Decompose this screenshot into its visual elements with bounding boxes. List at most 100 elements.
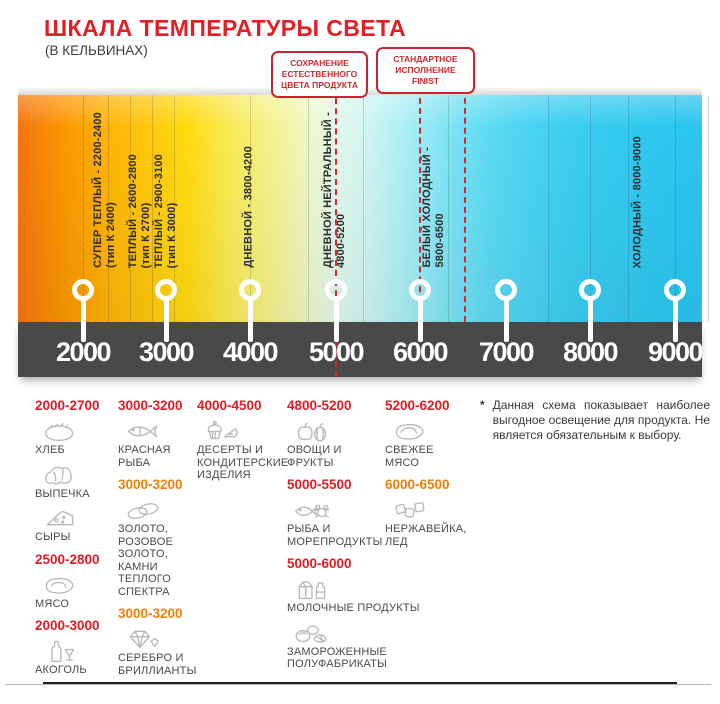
dashed-guide-line	[419, 88, 421, 322]
range-heading: 2000-2700	[35, 398, 100, 413]
fish-icon	[122, 417, 202, 444]
product-label: ЗАМОРОЖЕННЫЕ ПОЛУФАБРИКАТЫ	[287, 645, 388, 671]
product-label: КРАСНАЯ РЫБА	[118, 444, 171, 469]
product-item: МОЛОЧНЫЕ ПРОДУКТЫ	[287, 575, 419, 615]
gradient-divider	[448, 95, 449, 322]
cheese-icon	[39, 504, 117, 531]
band-label: БЕЛЫЙ ХОЛОДНЫЙ -5800-6500	[421, 147, 447, 268]
product-item: КРАСНАЯ РЫБА	[118, 417, 202, 469]
page-title: ШКАЛА ТЕМПЕРАТУРЫ СВЕТА	[44, 15, 406, 41]
product-column: 4800-5200 ОВОЩИ И ФРУКТЫ 5000-5500 РЫБА И М…	[287, 398, 419, 679]
dessert-icon	[201, 417, 287, 444]
product-item: НЕРЖАВЕЙКА, ЛЕД	[385, 496, 467, 548]
scale-marker	[155, 279, 177, 301]
product-group: 5200-6200 СВЕЖЕЕ МЯСО	[385, 398, 457, 469]
meat-icon	[39, 571, 117, 598]
product-label: МЯСО	[35, 597, 70, 610]
band-label: ДНЕВНОЙ - 3800-4200	[243, 146, 256, 268]
footnote: * Данная схема показывает наиболее выгод…	[480, 398, 710, 443]
footnote-text: Данная схема показывает наиболее выгодно…	[492, 398, 710, 442]
diamond-icon	[122, 625, 202, 652]
product-group: 4800-5200 ОВОЩИ И ФРУКТЫ	[287, 398, 386, 469]
dairy-icon	[291, 575, 386, 602]
product-item: ЗАМОРОЖЕННЫЕ ПОЛУФАБРИКАТЫ	[287, 619, 388, 671]
range-heading: 3000-3200	[118, 477, 183, 492]
range-heading: 5000-6000	[287, 556, 352, 571]
marker-stem-icon	[333, 299, 339, 342]
product-item: ВЫПЕЧКА	[35, 461, 117, 501]
product-label: АКОГОЛЬ	[35, 664, 87, 676]
pastry-icon	[39, 461, 117, 488]
scale-marker	[325, 279, 347, 301]
range-heading: 5200-6200	[385, 398, 450, 413]
gradient-divider	[675, 95, 676, 322]
ice-icon	[389, 496, 457, 523]
range-heading: 3000-3200	[118, 398, 183, 413]
product-group: 3000-3200 ЗОЛОТО, РОЗОВОЕ ЗОЛОТО, КАМНИ Т…	[118, 477, 202, 598]
gradient-divider	[363, 95, 364, 322]
product-label: ОВОЩИ И ФРУКТЫ	[287, 444, 342, 469]
product-label: СЕРЕБРО И БРИЛЛИАНТЫ	[118, 652, 197, 677]
callout-standard-finist: СТАНДАРТНОЕ ИСПОЛНЕНИЕ FINIST	[376, 47, 475, 95]
marker-stem-icon	[417, 299, 423, 342]
bread-icon	[39, 417, 117, 444]
range-heading: 2500-2800	[35, 551, 100, 567]
scale-tick-label: 9000	[647, 337, 704, 367]
product-column: 5200-6200 СВЕЖЕЕ МЯСО 6000-6500 НЕРЖАВЕЙКА,…	[385, 398, 467, 556]
scale-tick-label: 4000	[222, 337, 279, 367]
scale-tick-label: 5000	[308, 337, 365, 367]
range-heading: 6000-6500	[385, 477, 450, 492]
temperature-scale: СУПЕР ТЕПЛЫЙ - 2200-2400 (тип К 2400) ТЕПЛ…	[18, 88, 709, 377]
fresh-meat-icon	[389, 417, 457, 444]
range-heading: 4800-5200	[287, 398, 352, 413]
scale-tick-label: 6000	[392, 337, 449, 367]
scale-marker	[409, 279, 431, 301]
product-group: 6000-6500 НЕРЖАВЕЙКА, ЛЕД	[385, 477, 467, 548]
gradient-divider	[308, 95, 309, 322]
gradient-divider	[108, 95, 109, 322]
scale-marker	[239, 279, 261, 301]
seafood-icon	[291, 496, 386, 523]
gradient-divider	[130, 95, 131, 322]
gradient-divider	[250, 95, 251, 322]
band-label-text: ТЕПЛЫЙ - 2600-2800 (тип К 2700)	[127, 153, 152, 268]
callout-natural-color: СОХРАНЕНИЕ ЕСТЕСТВЕННОГО ЦВЕТА ПРОДУКТА	[271, 51, 368, 99]
gradient-divider	[708, 95, 709, 322]
product-label: ЗОЛОТО, РОЗОВОЕ ЗОЛОТО, КАМНИ ТЕПЛОГО СП…	[118, 523, 173, 598]
product-column: 3000-3200 КРАСНАЯ РЫБА 3000-3200 ЗОЛОТО, РО…	[118, 398, 202, 685]
scale-tick-label: 3000	[138, 337, 195, 367]
product-group: 5000-6000 МОЛОЧНЫЕ ПРОДУКТЫ ЗАМОРОЖЕННЫЕ П…	[287, 556, 419, 671]
range-heading: 4000-4500	[197, 398, 262, 413]
band-label: СУПЕР ТЕПЛЫЙ - 2200-2400 (тип К 2400)	[92, 112, 118, 268]
marker-stem-icon	[672, 299, 678, 342]
band-label-text: ТЕПЛЫЙ - 2900-3100 (тип К 3000)	[153, 153, 178, 268]
product-item: СЫРЫ	[35, 504, 117, 544]
marker-stem-icon	[247, 299, 253, 342]
product-label: СВЕЖЕЕ МЯСО	[385, 444, 434, 469]
product-label: ВЫПЕЧКА	[35, 487, 90, 500]
gradient-divider	[590, 95, 591, 322]
product-item: ОВОЩИ И ФРУКТЫ	[287, 417, 386, 469]
gradient-divider	[628, 95, 629, 322]
band-label-text: СУПЕР ТЕПЛЫЙ - 2200-2400 (тип К 2400)	[92, 112, 117, 268]
footnote-asterisk: *	[480, 398, 485, 412]
product-label: ДЕСЕРТЫ И КОНДИТЕРСКИЕ ИЗДЕЛИЯ	[197, 444, 289, 481]
product-item: АКОГОЛЬ	[35, 637, 117, 677]
product-group: 5000-5500 РЫБА И МОРЕПРОДУКТЫ	[287, 477, 386, 548]
scale-tick-label: 8000	[562, 337, 619, 367]
marker-stem-icon	[503, 299, 509, 342]
product-item: МЯСО	[35, 571, 117, 611]
marker-stem-icon	[163, 299, 169, 342]
rings-icon	[122, 496, 202, 523]
marker-stem-icon	[587, 299, 593, 342]
page-subtitle: (В КЕЛЬВИНАХ)	[45, 43, 148, 58]
product-item: СЕРЕБРО И БРИЛЛИАНТЫ	[118, 625, 202, 677]
band-label-text: БЕЛЫЙ ХОЛОДНЫЙ -5800-6500	[421, 147, 446, 268]
scale-marker	[495, 279, 517, 301]
bottom-divider-light	[5, 684, 711, 685]
scale-tick-label: 2000	[55, 337, 112, 367]
product-label: ХЛЕБ	[35, 444, 65, 456]
product-label: НЕРЖАВЕЙКА, ЛЕД	[385, 523, 467, 548]
gradient-divider	[174, 95, 175, 322]
